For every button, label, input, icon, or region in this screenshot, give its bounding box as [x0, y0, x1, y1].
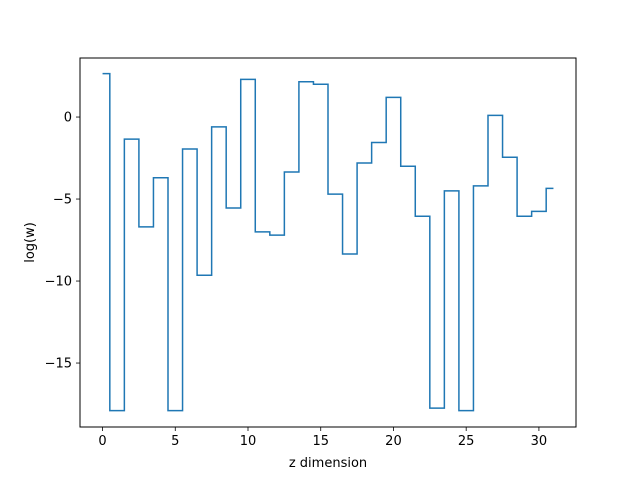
plot-frame [79, 57, 577, 428]
x-tick-label: 30 [531, 434, 548, 449]
y-axis-label: log(w) [23, 222, 38, 263]
y-tick-label: −15 [45, 357, 72, 372]
x-tick-label: 5 [171, 434, 179, 449]
x-tick-label: 20 [385, 434, 402, 449]
x-axis: 0 5 10 15 20 25 30 [98, 427, 547, 449]
y-axis: −15 −10 −5 0 [45, 111, 80, 372]
plot-layer [102, 72, 554, 412]
x-tick-label: 15 [312, 434, 329, 449]
x-axis-label: z dimension [289, 456, 367, 471]
y-tick-label: −5 [53, 193, 72, 208]
y-tick-label: 0 [64, 111, 72, 126]
x-tick-label: 0 [98, 434, 106, 449]
series-line [102, 72, 554, 412]
x-tick-label: 10 [240, 434, 257, 449]
x-tick-label: 25 [458, 434, 475, 449]
y-tick-label: −10 [45, 275, 72, 290]
